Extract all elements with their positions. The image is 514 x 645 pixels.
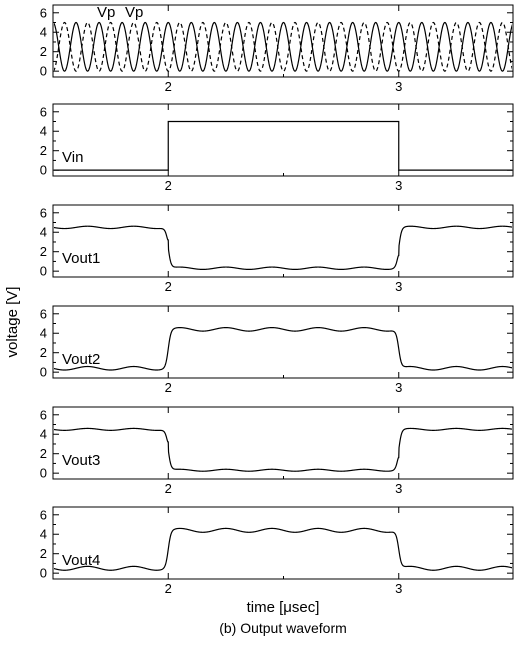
y-tick-label: 0 [40, 163, 47, 178]
series-line-clock-1 [54, 21, 512, 72]
x-tick-label: 3 [395, 79, 402, 94]
y-axis-title: voltage [V] [4, 287, 21, 358]
panel-Vout1: 0 2 4 6 2 3 Vout1 [40, 204, 514, 294]
y-tick-label: 2 [40, 244, 47, 259]
y-tick-label: 4 [40, 225, 47, 240]
panel-frame [52, 103, 514, 177]
series-line-Vout3-0 [54, 427, 512, 472]
panel-clock: 0 2 4 6 2 3 Vp Vp [40, 4, 514, 94]
series-line-Vout4-0 [54, 527, 512, 571]
panel-frame [52, 204, 514, 278]
x-tick-label: 2 [165, 581, 172, 596]
panel-Vout2: 0 2 4 6 2 3 Vout2 [40, 305, 514, 395]
panel-frame [52, 4, 514, 78]
x-tick-label: 2 [165, 279, 172, 294]
x-tick-label: 2 [165, 380, 172, 395]
panel-label-Vout4: Vout4 [62, 552, 100, 569]
y-tick-label: 2 [40, 446, 47, 461]
y-tick-label: 0 [40, 365, 47, 380]
x-tick-label: 2 [165, 79, 172, 94]
panel-frame [52, 305, 514, 379]
y-tick-label: 6 [40, 205, 47, 220]
series-line-Vout2-0 [54, 327, 512, 371]
y-tick-label: 4 [40, 326, 47, 341]
x-axis-title: time [μsec] [247, 599, 320, 616]
panel-Vout3: 0 2 4 6 2 3 Vout3 [40, 406, 514, 496]
y-tick-label: 0 [40, 264, 47, 279]
panel-label-Vin: Vin [62, 149, 83, 166]
panel-frame [52, 406, 514, 480]
x-tick-label: 3 [395, 279, 402, 294]
y-tick-label: 6 [40, 104, 47, 119]
y-tick-label: 6 [40, 306, 47, 321]
x-tick-label: 2 [165, 481, 172, 496]
y-tick-label: 0 [40, 64, 47, 79]
series-line-clock-0 [54, 21, 512, 72]
y-tick-label: 2 [40, 143, 47, 158]
panel-label-Vout2: Vout2 [62, 351, 100, 368]
y-tick-label: 6 [40, 5, 47, 20]
y-tick-label: 4 [40, 25, 47, 40]
y-tick-label: 4 [40, 124, 47, 139]
panel-label-Vout3: Vout3 [62, 452, 100, 469]
series-line-Vin-0 [54, 120, 512, 171]
x-tick-label: 3 [395, 380, 402, 395]
panel-Vin: 0 2 4 6 2 3 Vin [40, 103, 514, 193]
panels-group: 0 2 4 6 2 3 Vp Vp 0 2 4 6 2 3 Vin 0 2 4 6 2 3 Vout1 0 2 4 6 2 3 Vout… [40, 4, 514, 596]
y-tick-label: 2 [40, 345, 47, 360]
y-tick-label: 2 [40, 44, 47, 59]
panel-label-Vout1: Vout1 [62, 250, 100, 267]
x-tick-label: 3 [395, 581, 402, 596]
y-tick-label: 6 [40, 507, 47, 522]
series-label-vp: Vp [97, 4, 115, 21]
y-tick-label: 4 [40, 427, 47, 442]
series-line-Vout1-0 [54, 225, 512, 271]
series-label-vp-bar: Vp [125, 4, 143, 21]
x-tick-label: 3 [395, 481, 402, 496]
x-tick-label: 3 [395, 178, 402, 193]
panel-Vout4: 0 2 4 6 2 3 Vout4 [40, 506, 514, 596]
figure-caption: (b) Output waveform [219, 620, 347, 636]
y-tick-label: 4 [40, 527, 47, 542]
x-tick-label: 2 [165, 178, 172, 193]
y-tick-label: 6 [40, 407, 47, 422]
y-tick-label: 0 [40, 566, 47, 581]
y-tick-label: 0 [40, 466, 47, 481]
y-tick-label: 2 [40, 546, 47, 561]
